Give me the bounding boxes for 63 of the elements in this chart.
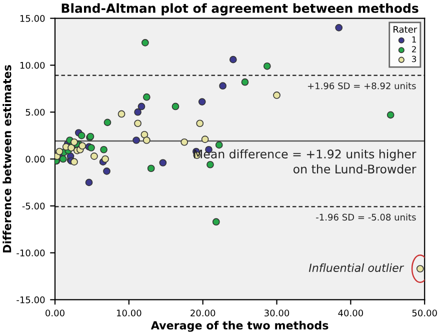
point — [142, 93, 150, 101]
y-tick-label: -15.00 — [16, 296, 45, 304]
point — [215, 141, 223, 149]
point — [59, 155, 67, 163]
point — [206, 160, 214, 168]
chart-title: Bland-Altman plot of agreement between methods — [62, 3, 418, 16]
point — [172, 102, 180, 110]
point — [118, 110, 126, 118]
point — [88, 144, 95, 152]
point — [134, 120, 142, 128]
point — [100, 146, 108, 154]
y-tick-label: 15.00 — [20, 15, 45, 22]
point — [68, 144, 75, 152]
ref-line-label: +1.96 SD = +8.92 units — [308, 82, 416, 90]
point — [90, 152, 98, 160]
point — [70, 158, 78, 166]
point — [56, 148, 64, 156]
legend-title: Rater — [394, 26, 418, 33]
x-tick-label: 10.00 — [116, 310, 142, 316]
y-tick-label: -10.00 — [16, 250, 45, 256]
point — [132, 136, 140, 144]
ref-line-label: -1.96 SD = -5.08 units — [316, 214, 416, 221]
point — [273, 92, 280, 99]
y-tick-label: 10.00 — [20, 62, 45, 69]
y-tick-label: -5.00 — [22, 202, 45, 210]
x-axis-title: Average of the two methods — [150, 320, 328, 332]
point — [78, 132, 86, 140]
point — [102, 155, 109, 163]
point — [263, 62, 271, 70]
point — [103, 168, 110, 175]
x-tick-label: 40.00 — [338, 310, 364, 316]
annotation: Influential outlier — [308, 263, 404, 272]
point — [134, 108, 142, 116]
point — [147, 164, 155, 172]
point — [138, 102, 146, 110]
y-tick-label: 5.00 — [26, 108, 45, 116]
legend-label: 2 — [412, 46, 416, 52]
point — [219, 82, 226, 90]
point — [212, 218, 220, 226]
legend-label: 3 — [412, 56, 416, 62]
point — [142, 136, 150, 144]
x-tick-label: 50.00 — [412, 310, 437, 316]
point — [229, 56, 237, 64]
x-tick-label: 30.00 — [264, 310, 290, 316]
point — [85, 178, 93, 186]
point — [241, 78, 249, 86]
x-tick-label: 20.00 — [190, 310, 216, 316]
point — [335, 24, 343, 32]
point — [180, 138, 188, 146]
point — [104, 118, 112, 126]
y-tick-label: 0.00 — [26, 156, 45, 163]
point — [78, 142, 86, 150]
y-axis-title: Difference between estimates — [2, 65, 12, 252]
x-tick-label: 0.00 — [46, 310, 64, 316]
point — [201, 136, 209, 143]
point — [142, 39, 149, 46]
point — [198, 98, 206, 106]
point — [159, 159, 167, 166]
point — [196, 120, 204, 128]
point — [70, 138, 78, 146]
point — [140, 130, 148, 138]
legend-label: 1 — [412, 36, 416, 43]
point — [386, 111, 394, 119]
